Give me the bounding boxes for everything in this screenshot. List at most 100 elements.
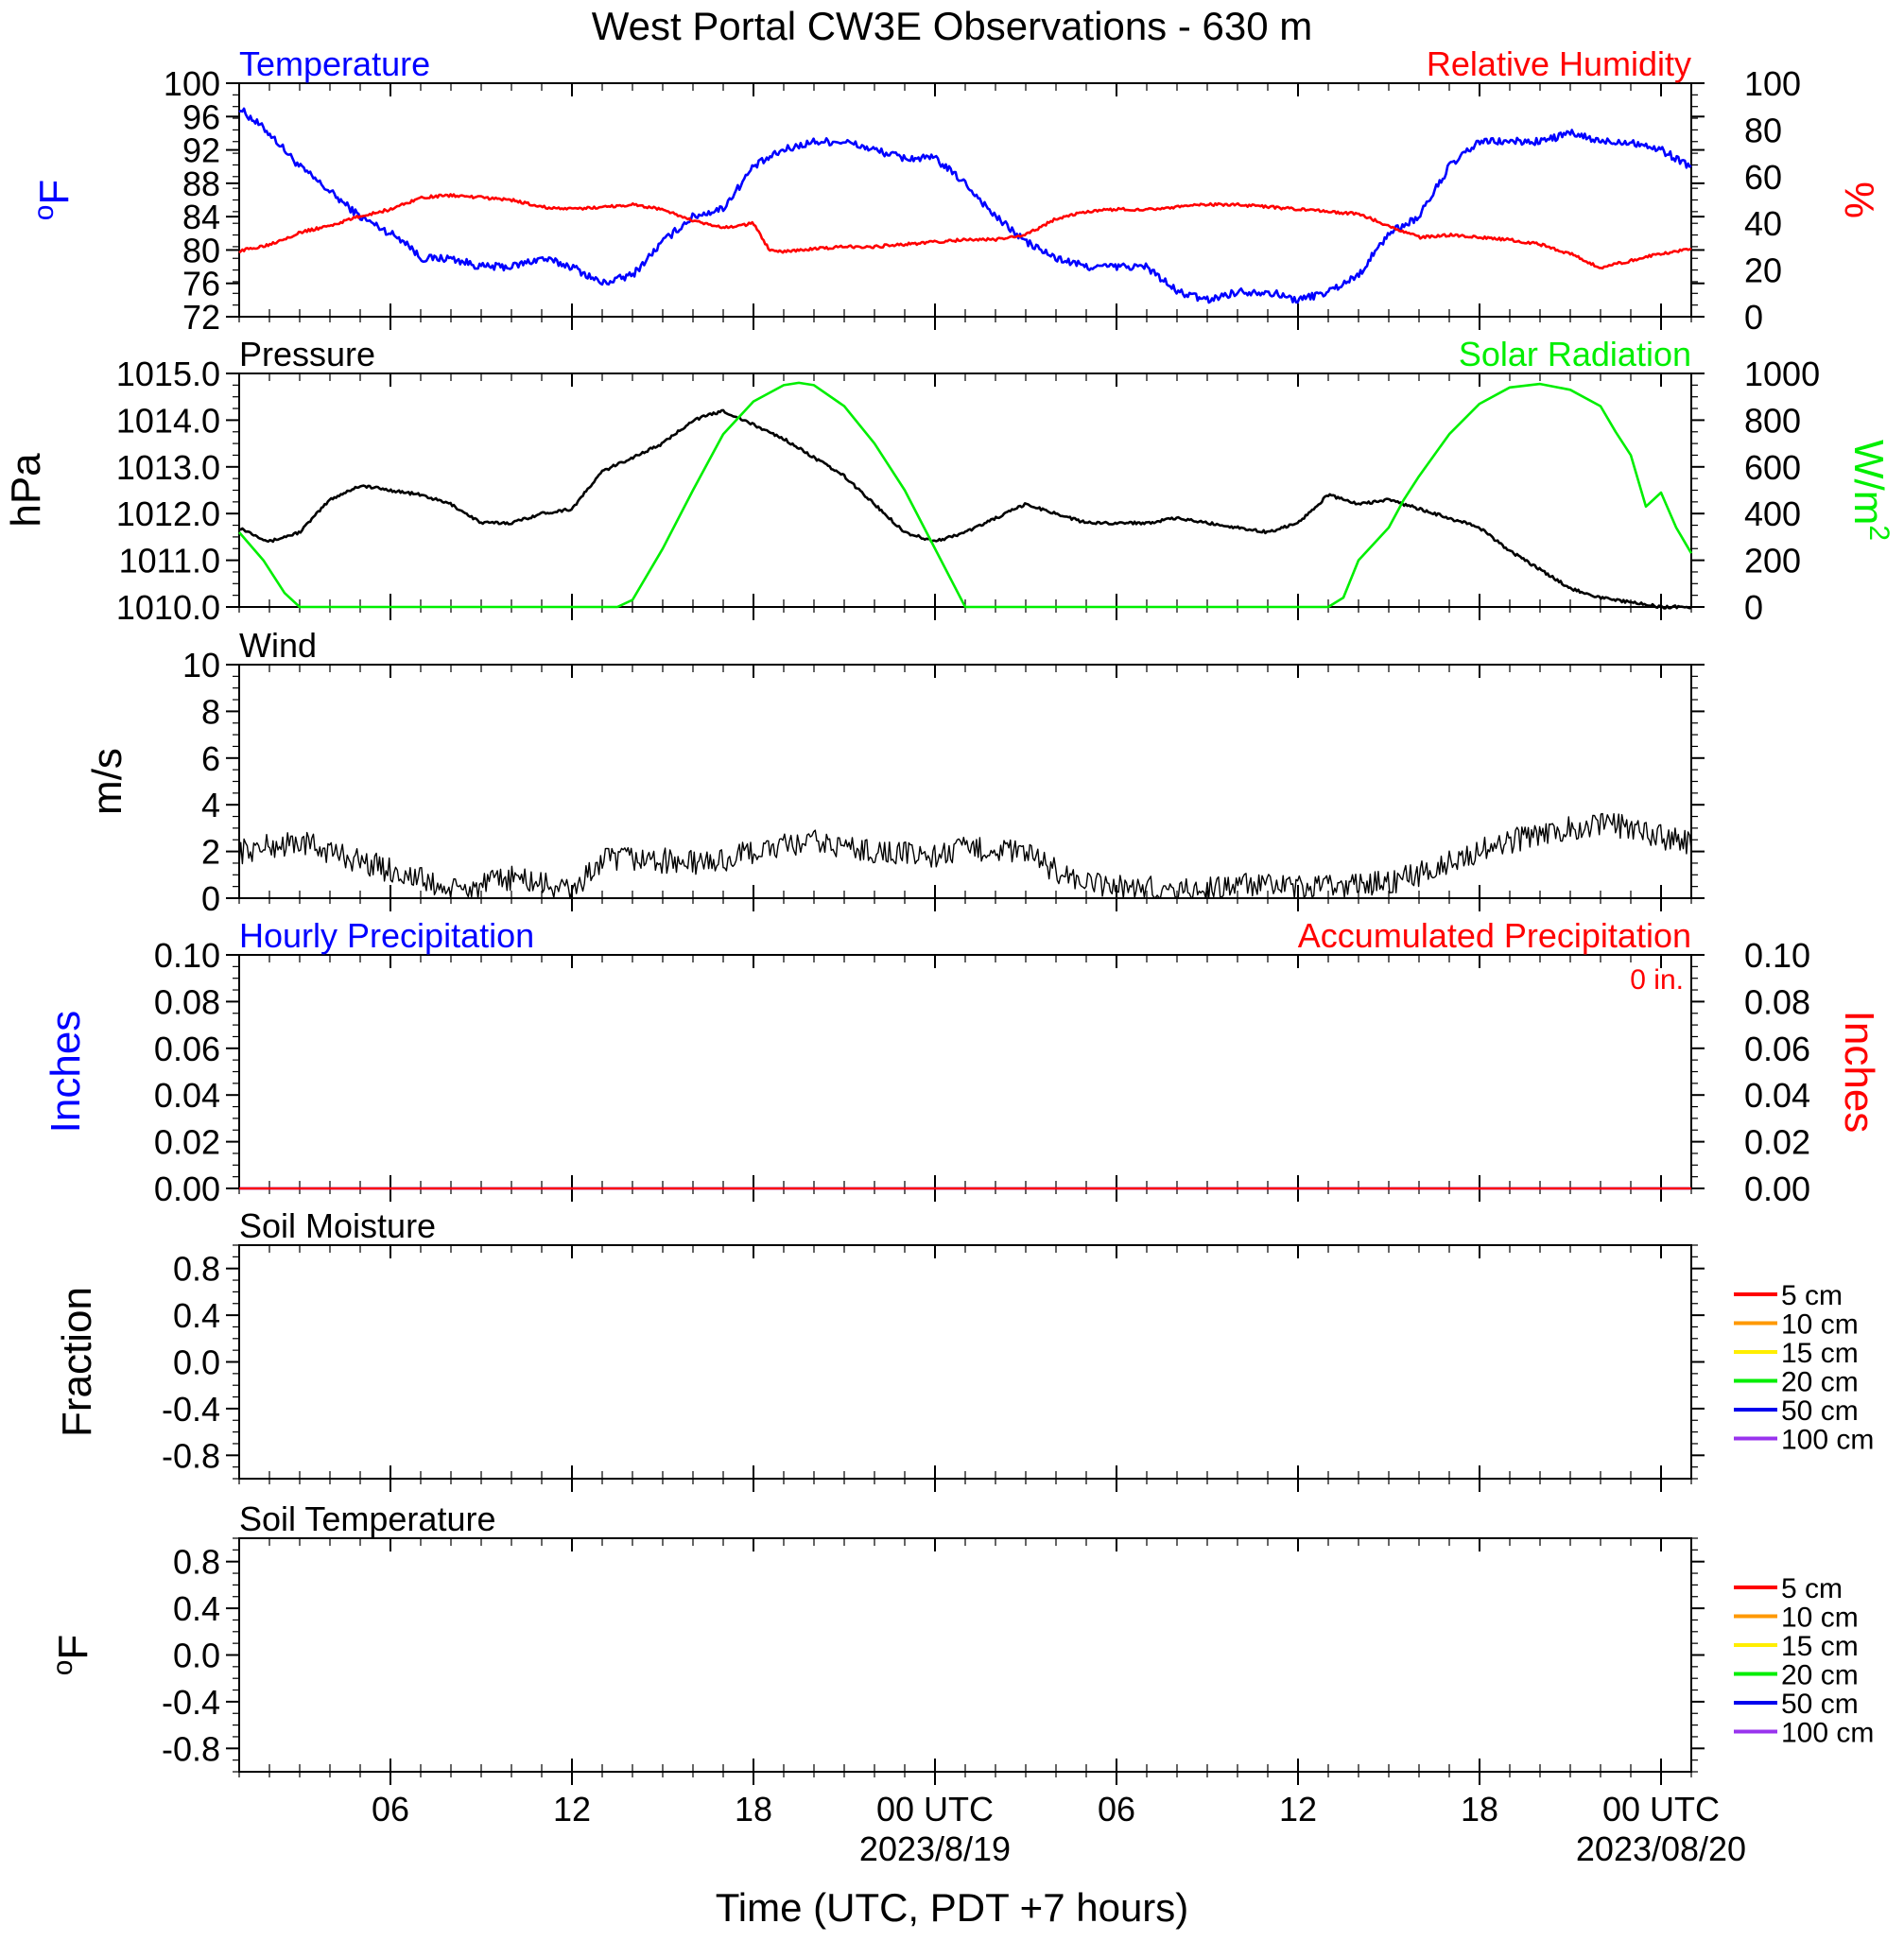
y-tick-label: 72 [182, 298, 220, 337]
legend-label: 15 cm [1781, 1338, 1859, 1369]
y2-tick-label: 200 [1744, 542, 1801, 581]
y-tick-label: 0.00 [154, 1170, 220, 1208]
x-tick-label: 18 [735, 1790, 772, 1828]
y-tick-label: 1010.0 [116, 588, 220, 627]
y-axis-label: oF [47, 1635, 97, 1676]
y2-tick-label: 0.08 [1744, 982, 1810, 1021]
legend-label: 10 cm [1781, 1603, 1859, 1634]
y-tick-label: 8 [201, 692, 220, 731]
y2-tick-label: 20 [1744, 251, 1782, 290]
legend-label: 5 cm [1781, 1280, 1843, 1311]
panel-frame [238, 1244, 1692, 1480]
y-tick-label: 0.4 [173, 1296, 220, 1335]
chart-title: West Portal CW3E Observations - 630 m [592, 4, 1312, 48]
panel-left-title: Soil Moisture [239, 1206, 436, 1245]
y-tick-label: 1013.0 [116, 448, 220, 487]
y-tick-label: -0.4 [162, 1683, 220, 1722]
legend-label: 5 cm [1781, 1573, 1843, 1604]
legend-label: 15 cm [1781, 1631, 1859, 1662]
y-tick-label: 88 [182, 165, 220, 203]
series-line-pressure [238, 408, 1692, 610]
x-tick-date-label: 2023/08/20 [1576, 1829, 1746, 1868]
y-tick-label: -0.8 [162, 1729, 220, 1768]
panel-frame [238, 954, 1692, 1189]
x-tick-label: 12 [553, 1790, 591, 1828]
x-tick-label: 06 [372, 1790, 409, 1828]
y-axis-label: Fraction [54, 1287, 100, 1437]
panel-right-title: Solar Radiation [1459, 335, 1691, 373]
series-line-wind [238, 812, 1692, 899]
panel-1: 1015.0 1014.0 1013.0 1012.0 1011.0 1010.0 1000… [3, 335, 1895, 627]
legend-label: 50 cm [1781, 1689, 1859, 1720]
x-axis-label: Time (UTC, PDT +7 hours) [716, 1885, 1189, 1930]
y-tick-label: 0.8 [173, 1250, 220, 1289]
y2-tick-label: 0.02 [1744, 1123, 1810, 1162]
panel-frame [238, 82, 1692, 318]
legend-label: 20 cm [1781, 1367, 1859, 1398]
legend-label: 100 cm [1781, 1425, 1874, 1456]
y2-tick-label: 0.00 [1744, 1170, 1810, 1208]
y-tick-label: 1015.0 [116, 355, 220, 393]
y-tick-label: 0.10 [154, 936, 220, 975]
y-tick-label: 80 [182, 231, 220, 269]
y-tick-label: 76 [182, 265, 220, 303]
panel-left-title: Hourly Precipitation [239, 916, 534, 955]
panel-right-title: Relative Humidity [1427, 44, 1691, 83]
y2-tick-label: 1000 [1744, 355, 1820, 393]
y-tick-label: 0.8 [173, 1543, 220, 1582]
y-tick-label: -0.8 [162, 1436, 220, 1475]
y-tick-label: 0 [201, 879, 220, 918]
panel-left-title: Temperature [239, 44, 430, 83]
x-tick-label: 00 UTC [1602, 1790, 1720, 1828]
panel-right-title: Accumulated Precipitation [1298, 916, 1691, 955]
y-tick-label: 84 [182, 198, 220, 236]
y-tick-label: 0.04 [154, 1076, 220, 1115]
legend-label: 10 cm [1781, 1309, 1859, 1341]
x-tick-label: 06 [1098, 1790, 1135, 1828]
y2-tick-label: 0.06 [1744, 1030, 1810, 1068]
panel-0: 10096928884807672100806040200Temperature… [28, 44, 1883, 337]
y-axis-label: Inches [43, 1011, 89, 1134]
y-tick-label: 0.06 [154, 1030, 220, 1068]
y-tick-label: 0.0 [173, 1637, 220, 1675]
y-tick-label: -0.4 [162, 1390, 220, 1429]
y-tick-label: 4 [201, 786, 220, 824]
x-tick-label: 00 UTC [876, 1790, 994, 1828]
panels: 10096928884807672100806040200Temperature… [3, 44, 1895, 1868]
y2-tick-label: 0.10 [1744, 936, 1810, 975]
y-tick-label: 96 [182, 97, 220, 136]
y-axis-label: oF [28, 180, 78, 221]
y2-tick-label: 40 [1744, 204, 1782, 243]
y2-axis-label: Inches [1836, 1011, 1882, 1134]
y2-tick-label: 100 [1744, 64, 1801, 103]
y2-tick-label: 60 [1744, 158, 1782, 197]
y-tick-label: 0.08 [154, 982, 220, 1021]
x-tick-label: 18 [1461, 1790, 1498, 1828]
y-tick-label: 10 [182, 646, 220, 685]
y2-tick-label: 400 [1744, 494, 1801, 533]
y2-axis-label: W/m2 [1845, 440, 1895, 541]
y-tick-label: 1014.0 [116, 401, 220, 440]
x-tick-label: 12 [1279, 1790, 1317, 1828]
y-axis-label: hPa [3, 453, 49, 528]
y2-tick-label: 800 [1744, 401, 1801, 440]
y-tick-label: 92 [182, 131, 220, 170]
panel-3: 0.10 0.08 0.06 0.04 0.02 0.00 0.10 0.08 0.06 0.04… [43, 916, 1882, 1208]
y-tick-label: 0.02 [154, 1123, 220, 1162]
y2-tick-label: 0 [1744, 298, 1763, 337]
y2-tick-label: 600 [1744, 448, 1801, 487]
y-tick-label: 1011.0 [119, 542, 220, 581]
x-tick-date-label: 2023/8/19 [859, 1829, 1011, 1868]
y-tick-label: 1012.0 [116, 494, 220, 533]
y-tick-label: 0.4 [173, 1589, 220, 1628]
panel-frame [238, 1537, 1692, 1773]
panel-left-title: Wind [239, 626, 317, 665]
legend-label: 50 cm [1781, 1395, 1859, 1427]
panel-4: 0.8 0.4 0.0 -0.4 -0.8 Soil Moisture Fraction 5 … [54, 1206, 1874, 1492]
legend-label: 100 cm [1781, 1718, 1874, 1749]
y2-tick-label: 0.04 [1744, 1076, 1810, 1115]
precip-total-annotation: 0 in. [1630, 964, 1684, 996]
y-tick-label: 0.0 [173, 1343, 220, 1382]
